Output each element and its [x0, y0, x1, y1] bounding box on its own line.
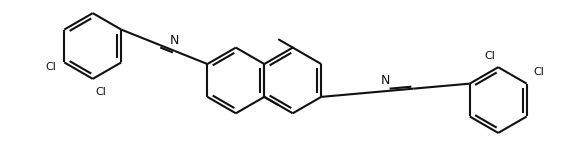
Text: Cl: Cl [96, 87, 106, 97]
Text: N: N [170, 34, 180, 47]
Text: Cl: Cl [484, 51, 496, 61]
Text: Cl: Cl [45, 62, 57, 72]
Text: Cl: Cl [533, 67, 544, 77]
Text: N: N [381, 74, 390, 87]
